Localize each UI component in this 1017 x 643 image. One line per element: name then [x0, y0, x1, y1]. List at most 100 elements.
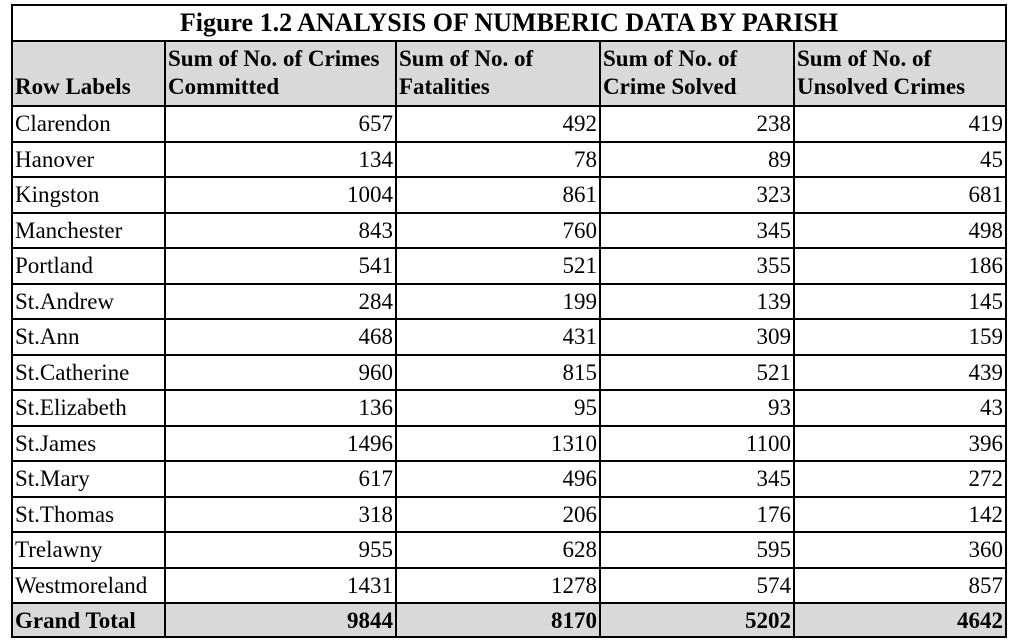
fatalities-cell: 760 [395, 211, 601, 249]
unsolved-crimes-cell: 360 [792, 531, 1008, 569]
row-label: Kingston [11, 176, 166, 214]
grand-total-unsolved-crimes: 4642 [792, 602, 1008, 638]
crimes-committed-cell: 1496 [164, 424, 397, 462]
header-fatalities: Sum of No. of Fatalities [395, 40, 601, 107]
row-label: Westmoreland [11, 566, 166, 604]
table-row: St.Elizabeth 136 95 93 43 [11, 389, 1008, 427]
crime-solved-cell: 176 [599, 495, 795, 533]
fatalities-cell: 1278 [395, 566, 601, 604]
row-label: St.Mary [11, 460, 166, 498]
crimes-committed-cell: 284 [164, 282, 397, 320]
header-row-labels: Row Labels [11, 40, 166, 107]
crimes-committed-cell: 318 [164, 495, 397, 533]
table-body: Clarendon 657 492 238 419 Hanover 134 78… [11, 105, 1008, 638]
row-label: Trelawny [11, 531, 166, 569]
fatalities-cell: 199 [395, 282, 601, 320]
unsolved-crimes-cell: 498 [792, 211, 1008, 249]
fatalities-cell: 431 [395, 318, 601, 356]
unsolved-crimes-cell: 45 [792, 140, 1008, 178]
crime-solved-cell: 89 [599, 140, 795, 178]
grand-total-label: Grand Total [11, 602, 166, 638]
table-row: St.James 1496 1310 1100 396 [11, 424, 1008, 462]
crime-solved-cell: 595 [599, 531, 795, 569]
fatalities-cell: 78 [395, 140, 601, 178]
unsolved-crimes-cell: 272 [792, 460, 1008, 498]
crimes-committed-cell: 843 [164, 211, 397, 249]
row-label: Hanover [11, 140, 166, 178]
row-label: Portland [11, 247, 166, 285]
fatalities-cell: 861 [395, 176, 601, 214]
crime-solved-cell: 93 [599, 389, 795, 427]
row-label: St.James [11, 424, 166, 462]
crimes-committed-cell: 541 [164, 247, 397, 285]
table-row: Clarendon 657 492 238 419 [11, 105, 1008, 143]
table-row: St.Ann 468 431 309 159 [11, 318, 1008, 356]
table-row: St.Catherine 960 815 521 439 [11, 353, 1008, 391]
unsolved-crimes-cell: 145 [792, 282, 1008, 320]
row-label: St.Catherine [11, 353, 166, 391]
header-crime-solved: Sum of No. of Crime Solved [599, 40, 795, 107]
fatalities-cell: 628 [395, 531, 601, 569]
crime-solved-cell: 139 [599, 282, 795, 320]
unsolved-crimes-cell: 857 [792, 566, 1008, 604]
crimes-committed-cell: 955 [164, 531, 397, 569]
crimes-committed-cell: 657 [164, 105, 397, 143]
row-label: Clarendon [11, 105, 166, 143]
crime-solved-cell: 355 [599, 247, 795, 285]
crimes-committed-cell: 960 [164, 353, 397, 391]
crime-solved-cell: 323 [599, 176, 795, 214]
unsolved-crimes-cell: 142 [792, 495, 1008, 533]
crimes-committed-cell: 134 [164, 140, 397, 178]
fatalities-cell: 1310 [395, 424, 601, 462]
crimes-committed-cell: 1004 [164, 176, 397, 214]
crimes-committed-cell: 136 [164, 389, 397, 427]
crime-solved-cell: 345 [599, 460, 795, 498]
unsolved-crimes-cell: 43 [792, 389, 1008, 427]
table-row: Kingston 1004 861 323 681 [11, 176, 1008, 214]
header-crimes-committed: Sum of No. of Crimes Committed [164, 40, 397, 107]
row-label: St.Ann [11, 318, 166, 356]
grand-total-crime-solved: 5202 [599, 602, 795, 638]
fatalities-cell: 521 [395, 247, 601, 285]
crime-solved-cell: 574 [599, 566, 795, 604]
table-row: Portland 541 521 355 186 [11, 247, 1008, 285]
row-label: St.Elizabeth [11, 389, 166, 427]
table-row: St.Andrew 284 199 139 145 [11, 282, 1008, 320]
table-row: Hanover 134 78 89 45 [11, 140, 1008, 178]
grand-total-crimes-committed: 9844 [164, 602, 397, 638]
table-row: Manchester 843 760 345 498 [11, 211, 1008, 249]
unsolved-crimes-cell: 159 [792, 318, 1008, 356]
fatalities-cell: 496 [395, 460, 601, 498]
crime-solved-cell: 345 [599, 211, 795, 249]
crime-solved-cell: 238 [599, 105, 795, 143]
table-row: Trelawny 955 628 595 360 [11, 531, 1008, 569]
row-label: Manchester [11, 211, 166, 249]
header-row: Row Labels Sum of No. of Crimes Committe… [11, 40, 1008, 107]
table-row: St.Thomas 318 206 176 142 [11, 495, 1008, 533]
crime-solved-cell: 1100 [599, 424, 795, 462]
row-label: St.Thomas [11, 495, 166, 533]
fatalities-cell: 492 [395, 105, 601, 143]
crimes-committed-cell: 468 [164, 318, 397, 356]
crimes-committed-cell: 617 [164, 460, 397, 498]
table-row: Westmoreland 1431 1278 574 857 [11, 566, 1008, 604]
crime-solved-cell: 521 [599, 353, 795, 391]
row-label: St.Andrew [11, 282, 166, 320]
unsolved-crimes-cell: 419 [792, 105, 1008, 143]
table-row: St.Mary 617 496 345 272 [11, 460, 1008, 498]
unsolved-crimes-cell: 681 [792, 176, 1008, 214]
grand-total-fatalities: 8170 [395, 602, 601, 638]
pivot-table-sheet: Figure 1.2 ANALYSIS OF NUMBERIC DATA BY … [10, 4, 1008, 640]
pivot-table: Figure 1.2 ANALYSIS OF NUMBERIC DATA BY … [10, 4, 1008, 638]
crime-solved-cell: 309 [599, 318, 795, 356]
fatalities-cell: 206 [395, 495, 601, 533]
unsolved-crimes-cell: 186 [792, 247, 1008, 285]
grand-total-row: Grand Total 9844 8170 5202 4642 [11, 602, 1008, 638]
fatalities-cell: 815 [395, 353, 601, 391]
fatalities-cell: 95 [395, 389, 601, 427]
unsolved-crimes-cell: 439 [792, 353, 1008, 391]
header-unsolved-crimes: Sum of No. of Unsolved Crimes [792, 40, 1008, 107]
crimes-committed-cell: 1431 [164, 566, 397, 604]
table-title: Figure 1.2 ANALYSIS OF NUMBERIC DATA BY … [10, 4, 1008, 42]
unsolved-crimes-cell: 396 [792, 424, 1008, 462]
